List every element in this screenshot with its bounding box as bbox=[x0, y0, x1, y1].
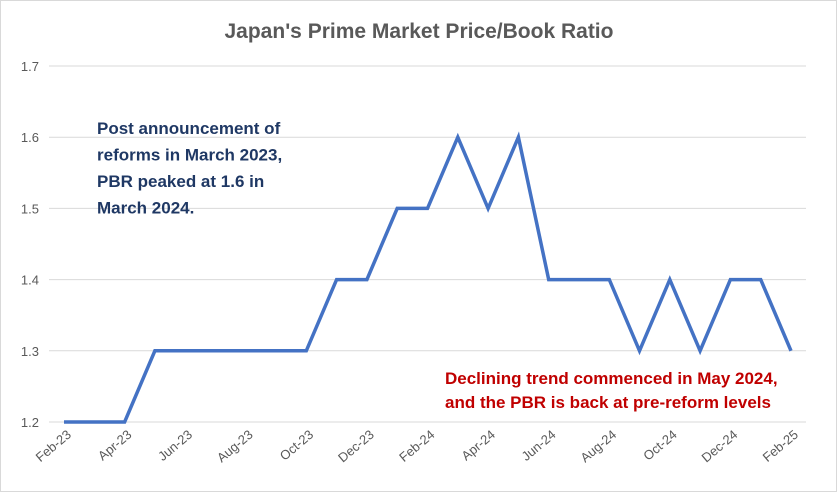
y-axis-ticks: 1.2 1.3 1.4 1.5 1.6 1.7 bbox=[21, 59, 39, 430]
annotation-line: PBR peaked at 1.6 in bbox=[97, 172, 264, 191]
annotation-line: and the PBR is back at pre-reform levels bbox=[445, 393, 771, 412]
y-tick-label: 1.7 bbox=[21, 59, 39, 74]
y-tick-label: 1.6 bbox=[21, 130, 39, 145]
annotation-line: reforms in March 2023, bbox=[97, 146, 282, 165]
x-tick-label: Oct-24 bbox=[640, 427, 680, 464]
x-tick-label: Feb-23 bbox=[33, 427, 74, 465]
x-tick-label: Jun-24 bbox=[519, 427, 559, 464]
x-tick-label: Oct-23 bbox=[277, 427, 317, 464]
x-axis-ticks: Feb-23 Apr-23 Jun-23 Aug-23 Oct-23 Dec-23 Feb-… bbox=[33, 427, 801, 465]
annotation-line: March 2024. bbox=[97, 199, 194, 218]
x-tick-label: Jun-23 bbox=[155, 427, 195, 464]
y-tick-label: 1.4 bbox=[21, 273, 39, 288]
annotation-peak: Post announcement of reforms in March 202… bbox=[97, 119, 282, 218]
chart-title: Japan's Prime Market Price/Book Ratio bbox=[225, 20, 614, 43]
annotation-decline: Declining trend commenced in May 2024, an… bbox=[445, 369, 778, 412]
y-tick-label: 1.2 bbox=[21, 415, 39, 430]
x-tick-label: Apr-23 bbox=[95, 427, 135, 464]
annotation-line: Declining trend commenced in May 2024, bbox=[445, 369, 778, 388]
x-tick-label: Aug-23 bbox=[214, 427, 256, 465]
x-tick-label: Aug-24 bbox=[577, 427, 619, 465]
x-tick-label: Apr-24 bbox=[458, 427, 498, 464]
y-tick-label: 1.3 bbox=[21, 344, 39, 359]
x-tick-label: Dec-24 bbox=[699, 427, 741, 465]
series-group bbox=[63, 131, 793, 424]
annotation-line: Post announcement of bbox=[97, 119, 281, 138]
x-tick-label: Feb-25 bbox=[760, 427, 801, 465]
y-tick-label: 1.5 bbox=[21, 201, 39, 216]
x-tick-label: Feb-24 bbox=[396, 427, 437, 465]
x-tick-label: Dec-23 bbox=[335, 427, 377, 465]
